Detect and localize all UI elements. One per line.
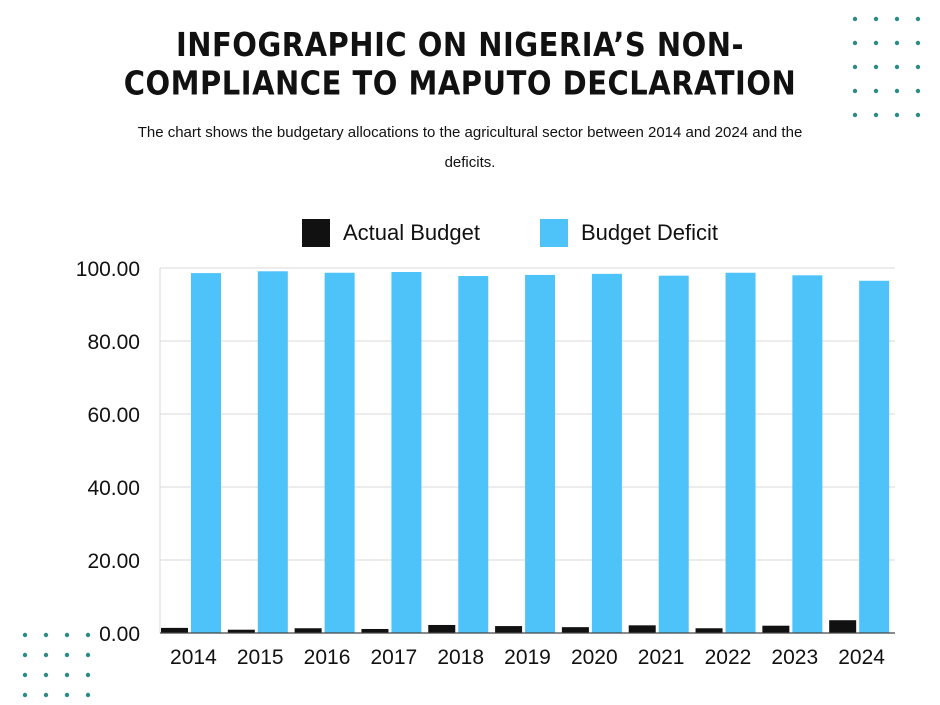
- decorative-dot: [85, 632, 91, 638]
- decorative-dot: [43, 692, 49, 698]
- bar-budget-deficit: [391, 272, 422, 633]
- y-tick-label: 60.00: [87, 404, 140, 427]
- bar-budget-deficit: [658, 275, 689, 633]
- legend-budget-deficit-swatch: [540, 219, 568, 247]
- decorative-dot: [852, 40, 858, 46]
- decorative-dot: [852, 112, 858, 118]
- bar-actual-budget: [829, 620, 857, 633]
- decorative-dot: [915, 16, 921, 22]
- bar-budget-deficit: [725, 272, 756, 633]
- decorative-dot: [873, 40, 879, 46]
- bar-actual-budget: [628, 625, 656, 633]
- x-tick-label: 2016: [304, 646, 351, 669]
- bar-budget-deficit: [191, 273, 221, 633]
- y-tick-label: 20.00: [87, 550, 140, 573]
- x-tick-label: 2015: [237, 646, 284, 669]
- bar-budget-deficit: [257, 271, 288, 633]
- bar-actual-budget: [294, 628, 322, 633]
- decorative-dot: [894, 16, 900, 22]
- decorative-dots-bottom-left: [22, 632, 91, 698]
- chart-title: INFOGRAPHIC ON NIGERIA’S NON-COMPLIANCE …: [123, 26, 797, 103]
- decorative-dot: [64, 692, 70, 698]
- x-tick-label: 2024: [838, 646, 885, 669]
- bar-budget-deficit: [525, 274, 556, 633]
- bar-budget-deficit: [792, 275, 823, 633]
- decorative-dot: [915, 112, 921, 118]
- decorative-dot: [894, 112, 900, 118]
- x-tick-label: 2020: [571, 646, 618, 669]
- decorative-dot: [852, 16, 858, 22]
- decorative-dot: [64, 632, 70, 638]
- bar-actual-budget: [428, 624, 456, 633]
- decorative-dot: [22, 632, 28, 638]
- decorative-dot: [894, 40, 900, 46]
- x-tick-label: 2022: [705, 646, 752, 669]
- decorative-dot: [85, 692, 91, 698]
- decorative-dot: [64, 672, 70, 678]
- bar-actual-budget: [227, 629, 255, 633]
- decorative-dot: [873, 88, 879, 94]
- decorative-dot: [85, 672, 91, 678]
- y-tick-label: 40.00: [87, 477, 140, 500]
- decorative-dot: [852, 88, 858, 94]
- bar-budget-deficit: [591, 273, 622, 633]
- decorative-dot: [852, 64, 858, 70]
- x-tick-label: 2017: [371, 646, 418, 669]
- x-tick-label: 2014: [170, 646, 217, 669]
- x-tick-label: 2019: [504, 646, 551, 669]
- bar-budget-deficit: [859, 280, 890, 633]
- bar-budget-deficit: [324, 272, 355, 633]
- y-tick-label: 0.00: [99, 623, 140, 646]
- x-tick-label: 2021: [638, 646, 685, 669]
- x-tick-label: 2023: [771, 646, 818, 669]
- legend-budget-deficit-label: Budget Deficit: [581, 220, 718, 245]
- bar-budget-deficit: [458, 276, 489, 633]
- decorative-dots-top-right: [852, 16, 921, 118]
- decorative-dot: [915, 88, 921, 94]
- legend-actual-budget-label: Actual Budget: [343, 220, 480, 245]
- decorative-dot: [873, 64, 879, 70]
- decorative-dot: [873, 112, 879, 118]
- decorative-dot: [22, 672, 28, 678]
- bar-actual-budget: [561, 627, 589, 633]
- bar-actual-budget: [161, 627, 188, 633]
- decorative-dot: [915, 40, 921, 46]
- y-tick-label: 100.00: [76, 258, 140, 281]
- legend-actual-budget-swatch: [302, 219, 330, 247]
- decorative-dot: [64, 652, 70, 658]
- decorative-dot: [43, 632, 49, 638]
- decorative-dot: [43, 672, 49, 678]
- chart-subtitle: The chart shows the budgetary allocation…: [137, 124, 803, 171]
- x-tick-label: 2018: [437, 646, 484, 669]
- bar-actual-budget: [762, 625, 790, 633]
- y-tick-label: 80.00: [87, 331, 140, 354]
- decorative-dot: [915, 64, 921, 70]
- decorative-dot: [873, 16, 879, 22]
- decorative-dot: [43, 652, 49, 658]
- decorative-dot: [894, 88, 900, 94]
- decorative-dot: [22, 652, 28, 658]
- bar-actual-budget: [495, 626, 523, 633]
- decorative-dot: [894, 64, 900, 70]
- bar-actual-budget: [695, 628, 723, 633]
- decorative-dot: [22, 692, 28, 698]
- bar-actual-budget: [361, 628, 389, 633]
- decorative-dot: [85, 652, 91, 658]
